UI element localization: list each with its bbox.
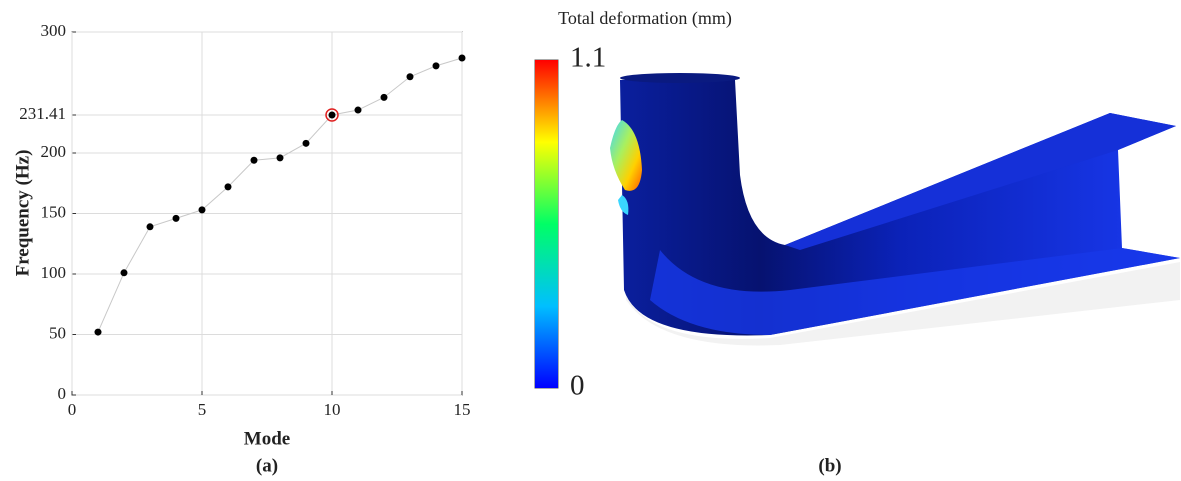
x-tick-label: 15 bbox=[454, 400, 471, 419]
data-point bbox=[329, 111, 336, 118]
series-line bbox=[98, 58, 462, 332]
page: {"chart_data": {"type": "line", "x_label… bbox=[0, 0, 1181, 481]
colorbar-title: Total deformation (mm) bbox=[558, 8, 732, 29]
data-point bbox=[381, 94, 388, 101]
x-tick-label: 10 bbox=[324, 400, 341, 419]
data-point bbox=[303, 140, 310, 147]
figure: Mode Frequency (Hz) (a) (b) Total deform… bbox=[0, 0, 1181, 481]
data-point bbox=[277, 154, 284, 161]
pipe-render bbox=[610, 73, 1180, 345]
y-tick-label: 0 bbox=[58, 384, 67, 403]
data-point bbox=[95, 329, 102, 336]
y-tick-label: 50 bbox=[49, 323, 66, 342]
colorbar-tick-label: 0 bbox=[570, 370, 585, 402]
y-tick-label: 231.41 bbox=[19, 104, 66, 123]
x-tick-label: 5 bbox=[198, 400, 207, 419]
y-tick-label: 150 bbox=[41, 202, 67, 221]
y-tick-label: 300 bbox=[41, 21, 67, 40]
panel-label: (b) bbox=[818, 455, 841, 476]
data-point bbox=[251, 157, 258, 164]
data-point bbox=[433, 62, 440, 69]
y-axis-label: Frequency (Hz) bbox=[12, 150, 33, 277]
colorbar bbox=[535, 60, 558, 388]
data-point bbox=[225, 183, 232, 190]
x-tick-label: 0 bbox=[68, 400, 77, 419]
data-point bbox=[147, 223, 154, 230]
data-point bbox=[121, 269, 128, 276]
panel-label: (a) bbox=[256, 455, 278, 476]
data-point bbox=[355, 107, 362, 114]
y-tick-label: 100 bbox=[41, 263, 67, 282]
data-point bbox=[407, 73, 414, 80]
data-point bbox=[173, 215, 180, 222]
x-axis-label: Mode bbox=[244, 428, 290, 449]
data-point bbox=[459, 55, 466, 62]
colorbar-tick-label: 1.1 bbox=[570, 42, 606, 74]
y-tick-label: 200 bbox=[41, 142, 67, 161]
data-point bbox=[199, 206, 206, 213]
